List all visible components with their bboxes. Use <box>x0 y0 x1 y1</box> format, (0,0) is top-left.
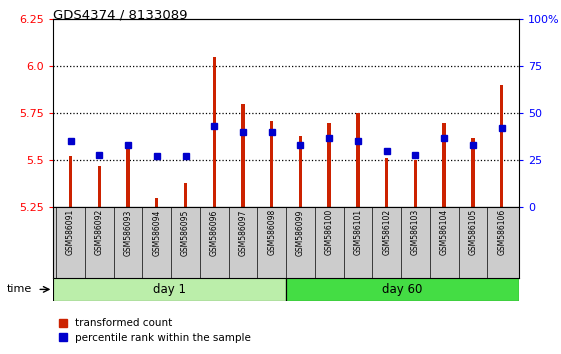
Bar <box>184 183 187 207</box>
Bar <box>286 278 519 301</box>
Bar <box>385 158 388 207</box>
Text: GSM586104: GSM586104 <box>440 209 449 256</box>
Bar <box>471 138 475 207</box>
Text: GSM586091: GSM586091 <box>66 209 75 256</box>
Text: GSM586102: GSM586102 <box>382 209 391 255</box>
Text: GSM586095: GSM586095 <box>181 209 190 256</box>
Bar <box>443 123 446 207</box>
Bar <box>98 166 101 207</box>
Text: GSM586096: GSM586096 <box>210 209 219 256</box>
Text: GSM586092: GSM586092 <box>95 209 104 256</box>
Text: GSM586094: GSM586094 <box>152 209 161 256</box>
Bar <box>53 278 286 301</box>
Text: GSM586106: GSM586106 <box>497 209 506 256</box>
Bar <box>299 136 302 207</box>
Bar <box>500 85 503 207</box>
Text: day 60: day 60 <box>383 283 422 296</box>
Bar <box>413 160 417 207</box>
Bar <box>270 121 273 207</box>
Bar <box>328 123 331 207</box>
Bar <box>69 156 72 207</box>
Text: GSM586105: GSM586105 <box>468 209 477 256</box>
Text: GSM586103: GSM586103 <box>411 209 420 256</box>
Text: GSM586097: GSM586097 <box>238 209 247 256</box>
Bar <box>356 113 360 207</box>
Bar <box>126 149 130 207</box>
Text: GSM586101: GSM586101 <box>353 209 362 255</box>
Text: GDS4374 / 8133089: GDS4374 / 8133089 <box>53 9 188 22</box>
Bar <box>53 278 286 301</box>
Bar <box>155 198 159 207</box>
Legend: transformed count, percentile rank within the sample: transformed count, percentile rank withi… <box>58 319 251 343</box>
Bar <box>286 278 519 301</box>
Text: GSM586099: GSM586099 <box>296 209 305 256</box>
Text: GSM586100: GSM586100 <box>325 209 334 256</box>
Text: GSM586098: GSM586098 <box>267 209 276 256</box>
Text: GSM586093: GSM586093 <box>123 209 132 256</box>
Bar <box>241 104 245 207</box>
Text: time: time <box>7 284 32 295</box>
Text: day 1: day 1 <box>153 283 186 296</box>
Bar <box>213 57 216 207</box>
